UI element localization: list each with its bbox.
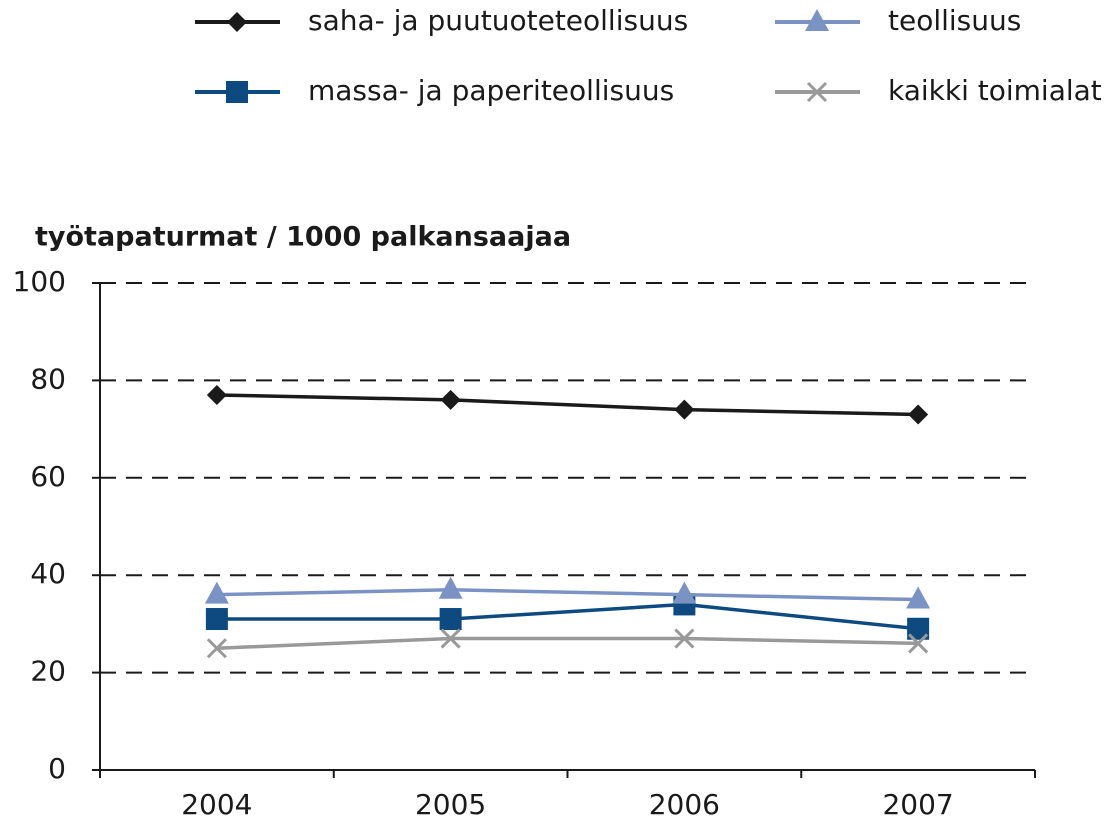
marker <box>204 581 229 604</box>
legend-label: kaikki toimialat <box>888 74 1102 107</box>
marker <box>805 9 829 31</box>
marker <box>672 581 697 604</box>
y-tick-label: 20 <box>30 655 66 688</box>
marker <box>226 81 248 103</box>
series-line <box>216 393 919 417</box>
legend-label: massa- ja paperiteollisuus <box>308 74 674 107</box>
y-tick-label: 40 <box>30 557 66 590</box>
y-tick-label: 60 <box>30 460 66 493</box>
series-line <box>216 602 919 631</box>
legend-label: teollisuus <box>888 4 1021 37</box>
legend-label: saha- ja puutuoteteollisuus <box>308 4 688 37</box>
y-tick-label: 100 <box>13 265 66 298</box>
marker <box>439 608 462 631</box>
marker <box>440 628 461 649</box>
y-tick-label: 0 <box>48 752 66 785</box>
marker <box>907 617 930 640</box>
x-tick-label: 2005 <box>415 788 486 821</box>
x-tick-label: 2004 <box>181 788 252 821</box>
marker <box>206 385 227 406</box>
marker <box>206 638 227 659</box>
marker <box>205 608 228 631</box>
series-line <box>216 588 919 602</box>
marker <box>438 576 463 599</box>
marker <box>806 81 828 103</box>
marker <box>906 586 931 609</box>
marker <box>440 389 461 410</box>
marker <box>674 399 695 420</box>
marker <box>227 12 247 32</box>
marker <box>674 628 695 649</box>
marker <box>908 633 929 654</box>
y-tick-label: 80 <box>30 362 66 395</box>
x-tick-label: 2006 <box>649 788 720 821</box>
x-tick-label: 2007 <box>882 788 953 821</box>
series-line <box>216 636 919 650</box>
marker <box>908 404 929 425</box>
y-axis-label: työtapaturmat / 1000 palkansaajaa <box>35 222 571 253</box>
